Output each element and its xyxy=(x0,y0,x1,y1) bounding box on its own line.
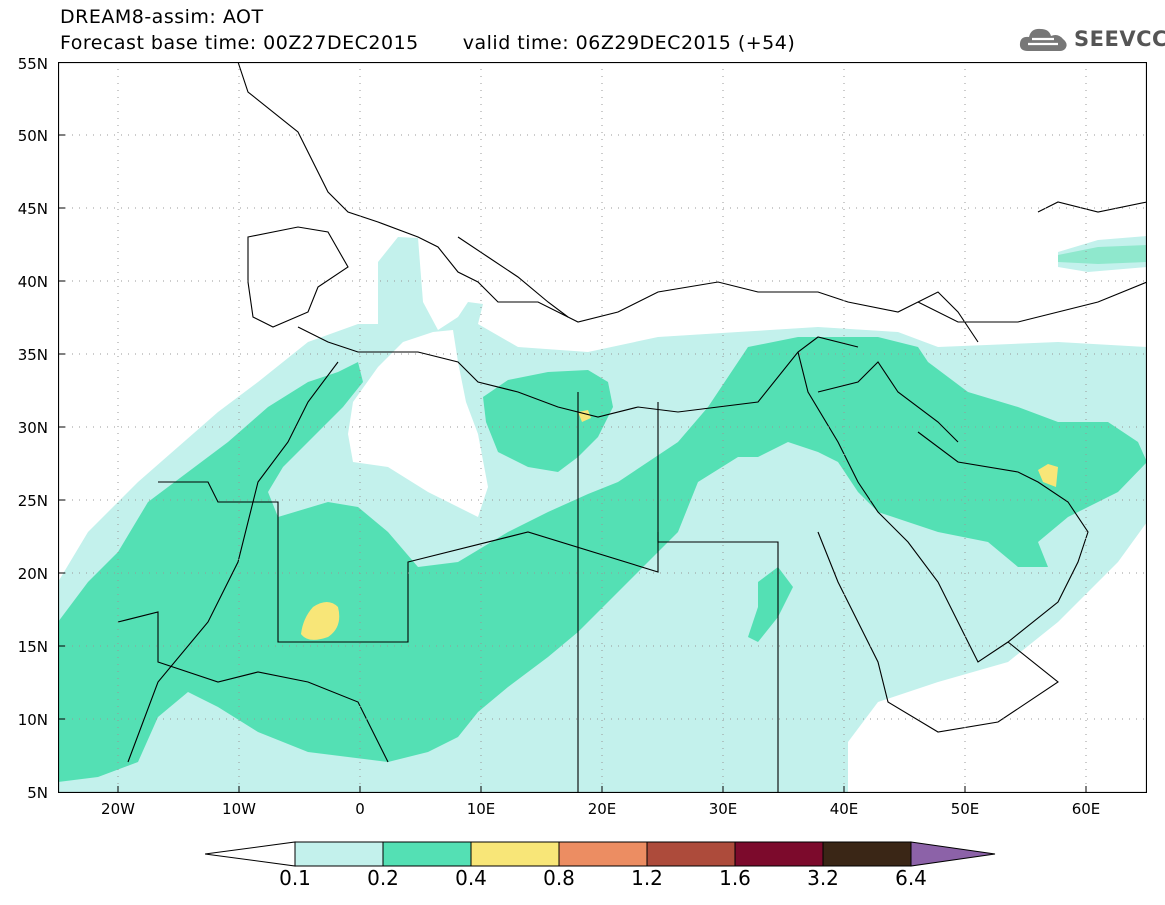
colorbar-under-arrow xyxy=(205,841,296,867)
logo-text: SEEVCCC xyxy=(1074,27,1165,51)
colorbar-bin xyxy=(382,841,472,867)
colorbar-bin xyxy=(734,841,824,867)
lat-label: 15N xyxy=(17,638,48,656)
lon-label: 20W xyxy=(101,800,135,818)
lon-label: 60E xyxy=(1071,800,1101,818)
colorbar-label: 6.4 xyxy=(895,866,927,890)
cloud-icon xyxy=(1019,28,1067,51)
country-borders xyxy=(117,62,1147,793)
lat-label: 50N xyxy=(17,127,48,145)
lat-label: 20N xyxy=(17,565,48,583)
map-ticks xyxy=(58,134,1087,793)
colorbar-label: 0.8 xyxy=(543,866,575,890)
lat-label: 5N xyxy=(27,784,48,802)
lon-label: 20E xyxy=(587,800,617,818)
lon-label: 0 xyxy=(355,800,365,818)
lon-label: 30E xyxy=(708,800,738,818)
aot-field-high xyxy=(301,410,1058,640)
lon-label: 10W xyxy=(222,800,256,818)
colorbar-label: 1.2 xyxy=(631,866,663,890)
lat-label: 25N xyxy=(17,492,48,510)
colorbar-bin xyxy=(558,841,648,867)
map-title: DREAM8-assim: AOT xyxy=(60,6,264,28)
lat-label: 10N xyxy=(17,711,48,729)
colorbar-bin xyxy=(470,841,560,867)
forecast-times: Forecast base time: 00Z27DEC2015 valid ti… xyxy=(60,32,795,54)
lon-label: 50E xyxy=(950,800,980,818)
colorbar-bin xyxy=(822,841,912,867)
colorbar xyxy=(205,841,996,867)
lon-label: 40E xyxy=(829,800,859,818)
lon-label: 10E xyxy=(466,800,496,818)
lat-label: 35N xyxy=(17,346,48,364)
lat-label: 30N xyxy=(17,419,48,437)
colorbar-label: 0.2 xyxy=(367,866,399,890)
seevccc-logo: SEEVCCC xyxy=(1018,22,1165,56)
colorbar-label: 0.4 xyxy=(455,866,487,890)
colorbar-label: 0.1 xyxy=(279,866,311,890)
graticule xyxy=(58,62,1147,793)
colorbar-label: 1.6 xyxy=(719,866,751,890)
colorbar-over-arrow xyxy=(910,841,996,867)
valid-time: valid time: 06Z29DEC2015 (+54) xyxy=(462,32,796,54)
lat-label: 40N xyxy=(17,273,48,291)
colorbar-label: 3.2 xyxy=(807,866,839,890)
forecast-base-time: Forecast base time: 00Z27DEC2015 xyxy=(60,32,419,54)
colorbar-bin xyxy=(646,841,736,867)
colorbar-bin xyxy=(294,841,384,867)
lat-label: 55N xyxy=(17,55,48,73)
lat-label: 45N xyxy=(17,200,48,218)
aot-map xyxy=(58,62,1147,793)
